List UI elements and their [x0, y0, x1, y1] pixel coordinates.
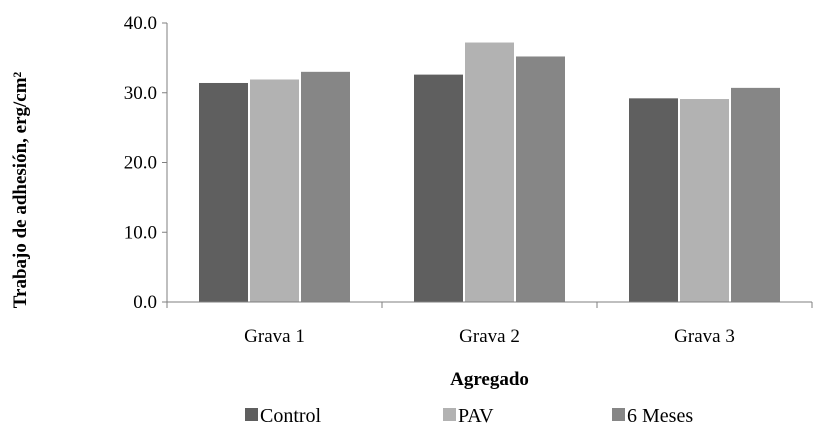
- y-tick-label: 10.0: [124, 222, 157, 243]
- legend-label: PAV: [458, 405, 494, 427]
- legend-swatch-6-meses: [612, 408, 625, 421]
- x-category-label: Grava 2: [459, 326, 520, 347]
- y-axis-title: Trabajo de adhesión, erg/cm²: [10, 71, 31, 308]
- bar-control-grava-3: [629, 98, 678, 302]
- legend-label: 6 Meses: [627, 405, 693, 427]
- x-axis-ticks: Grava 1 Grava 2 Grava 3: [166, 302, 813, 347]
- bar-6-meses-grava-3: [731, 87, 780, 303]
- legend-label: Control: [260, 405, 322, 427]
- x-category-label: Grava 1: [244, 326, 305, 347]
- bar-pav-grava-3: [680, 99, 729, 302]
- bar-6-meses-grava-1: [301, 71, 350, 302]
- bar-control-grava-1: [199, 82, 248, 302]
- y-tick-label: 20.0: [124, 153, 157, 174]
- legend-swatch-pav: [443, 408, 456, 421]
- bar-pav-grava-1: [250, 79, 299, 302]
- bars-layer: [199, 42, 780, 303]
- y-axis-ticks: 0.0 10.0 20.0 30.0 40.0: [124, 13, 167, 313]
- bar-control-grava-2: [414, 74, 463, 303]
- x-category-label: Grava 3: [674, 326, 735, 347]
- bar-pav-grava-2: [465, 42, 514, 302]
- x-axis-title: Agregado: [450, 369, 529, 390]
- legend: Control PAV 6 Meses: [245, 405, 693, 427]
- bar-6-meses-grava-2: [516, 56, 565, 303]
- y-tick-label: 40.0: [124, 13, 157, 34]
- y-tick-label: 0.0: [133, 292, 157, 313]
- legend-swatch-control: [245, 408, 258, 421]
- y-tick-label: 30.0: [124, 83, 157, 104]
